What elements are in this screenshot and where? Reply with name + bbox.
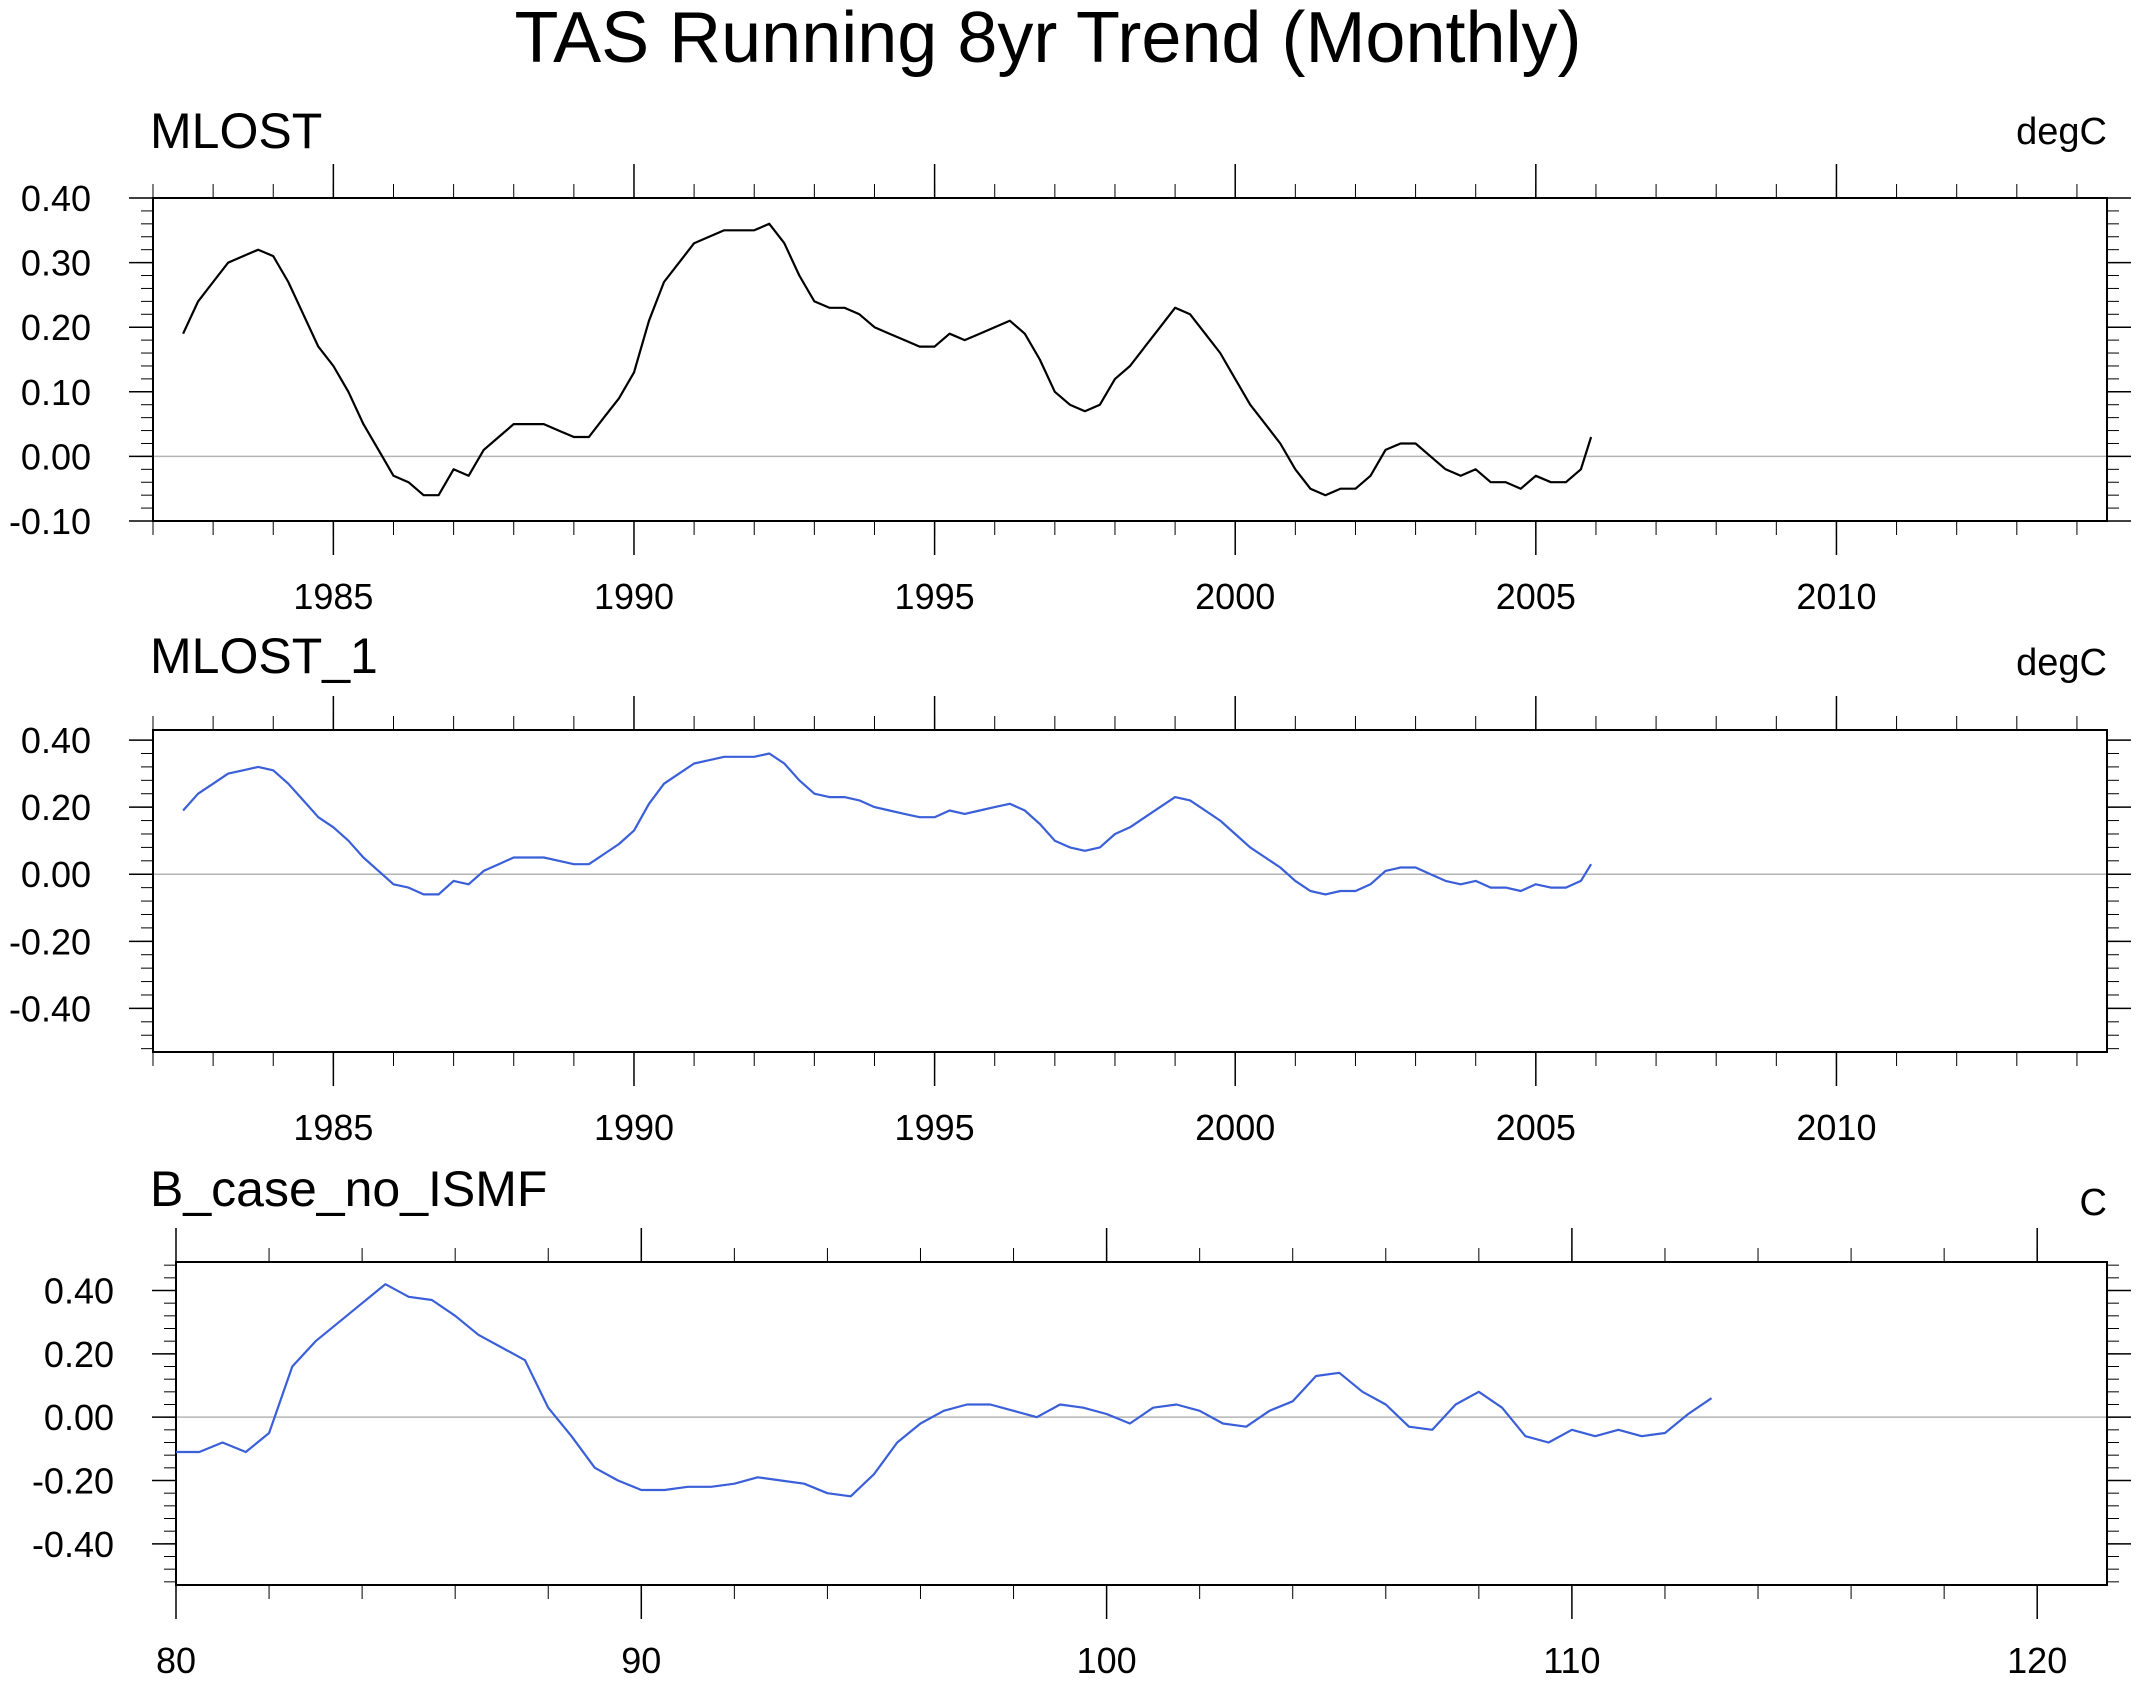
figure-title: TAS Running 8yr Trend (Monthly) [514, 0, 1581, 78]
y-tick-label: 0.20 [21, 307, 91, 348]
series-line [176, 1283, 1713, 1498]
x-tick-label: 2005 [1496, 576, 1576, 617]
x-tick-label: 1995 [895, 1107, 975, 1148]
x-tick-label: 90 [621, 1640, 661, 1681]
panel-title: MLOST [150, 103, 322, 159]
series-line [182, 752, 1593, 896]
x-tick-label: 1995 [895, 576, 975, 617]
y-tick-label: 0.00 [44, 1397, 114, 1438]
x-tick-label: 1985 [293, 1107, 373, 1148]
y-tick-label: 0.40 [21, 178, 91, 219]
x-tick-label: 2005 [1496, 1107, 1576, 1148]
y-tick-label: -0.10 [9, 501, 91, 542]
x-tick-label: 110 [1543, 1640, 1600, 1681]
plot-area: -0.40 -0.20 0.00 0.20 0.40 1985 1990 1995 2000 20… [9, 696, 2131, 1148]
x-tick-label: 2000 [1195, 576, 1275, 617]
y-tick-label: 0.10 [21, 372, 91, 413]
y-tick-label: -0.40 [32, 1524, 114, 1565]
panel-title: B_case_no_ISMF [150, 1161, 547, 1217]
plot-frame [152, 729, 2108, 1053]
y-tick-label: 0.30 [21, 243, 91, 284]
panel-mlost-1: MLOST_1 degC -0.40 -0.20 0.00 0.20 0.40 1985 1… [9, 628, 2131, 1148]
y-tick-label: -0.40 [9, 988, 91, 1029]
x-tick-label: 1985 [293, 576, 373, 617]
y-tick-label: 0.40 [21, 720, 91, 761]
y-tick-label: 0.00 [21, 854, 91, 895]
plot-frame [152, 197, 2108, 522]
x-tick-label: 120 [2007, 1640, 2067, 1681]
series-line [182, 222, 1593, 497]
x-tick-label: 1990 [594, 576, 674, 617]
y-tick-label: 0.20 [44, 1334, 114, 1375]
units-label: degC [2016, 111, 2107, 153]
x-tick-label: 100 [1077, 1640, 1137, 1681]
units-label: degC [2016, 642, 2107, 684]
plot-area: -0.10 0.00 0.10 0.20 0.30 0.40 1985 1990 1995 200… [9, 164, 2131, 617]
x-tick-label: 2010 [1796, 576, 1876, 617]
y-tick-label: -0.20 [32, 1461, 114, 1502]
units-label: C [2080, 1182, 2107, 1224]
panel-b-case-no-ismf: B_case_no_ISMF C -0.40 -0.20 0.00 0.20 0.40 8… [32, 1161, 2131, 1681]
y-tick-label: 0.00 [21, 436, 91, 477]
x-tick-label: 80 [156, 1640, 196, 1681]
y-tick-label: 0.20 [21, 787, 91, 828]
y-tick-label: -0.20 [9, 921, 91, 962]
plot-frame [175, 1261, 2108, 1586]
plot-area: -0.40 -0.20 0.00 0.20 0.40 80 90 100 110 120 [32, 1228, 2131, 1681]
y-tick-label: 0.40 [44, 1271, 114, 1312]
panel-title: MLOST_1 [150, 628, 378, 684]
x-tick-label: 1990 [594, 1107, 674, 1148]
x-tick-label: 2000 [1195, 1107, 1275, 1148]
x-tick-label: 2010 [1796, 1107, 1876, 1148]
panel-mlost: MLOST degC -0.10 0.00 0.10 0.20 0.30 0.40 1985… [9, 103, 2131, 617]
